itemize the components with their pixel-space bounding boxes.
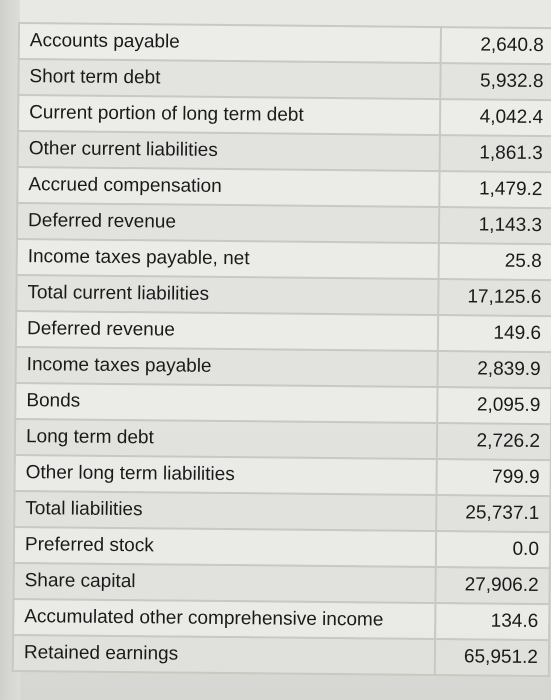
- row-label: Accrued compensation: [17, 167, 440, 208]
- row-label: Deferred revenue: [15, 310, 439, 352]
- row-label: Accounts payable: [18, 23, 441, 64]
- row-label: Deferred revenue: [16, 203, 440, 244]
- table-row: Deferred revenue 1,143.3: [16, 203, 551, 245]
- row-label: Long term debt: [14, 418, 438, 460]
- row-value: 25.8: [438, 243, 551, 281]
- row-value: 2,839.9: [437, 351, 551, 389]
- table-row: Accrued compensation 1,479.2: [17, 167, 551, 209]
- table-row: Accumulated other comprehensive income 1…: [13, 598, 550, 641]
- row-label: Income taxes payable, net: [16, 238, 439, 280]
- row-value: 2,640.8: [440, 27, 551, 65]
- row-label: Bonds: [15, 382, 438, 424]
- table-row: Other long term liabilities 799.9: [14, 454, 551, 497]
- row-value: 2,095.9: [437, 387, 551, 425]
- table-row: Income taxes payable 2,839.9: [15, 346, 551, 389]
- row-value: 134.6: [435, 603, 550, 641]
- row-label: Other long term liabilities: [14, 454, 437, 496]
- row-value: 25,737.1: [436, 495, 551, 533]
- table-row: Share capital 27,906.2: [13, 562, 550, 605]
- table-row: Current portion of long term debt 4,042.…: [17, 95, 551, 137]
- table-row: Retained earnings 65,951.2: [12, 634, 550, 677]
- table-row: Long term debt 2,726.2: [14, 418, 551, 461]
- balance-sheet: Accounts payable 2,640.8 Short term debt…: [12, 22, 551, 677]
- row-value: 799.9: [436, 459, 551, 497]
- table-body: Accounts payable 2,640.8 Short term debt…: [12, 23, 551, 677]
- table-row: Total current liabilities 17,125.6: [16, 274, 551, 317]
- liabilities-table: Accounts payable 2,640.8 Short term debt…: [12, 22, 551, 677]
- row-value: 65,951.2: [434, 639, 550, 677]
- row-label: Retained earnings: [12, 634, 436, 676]
- row-value: 0.0: [435, 531, 551, 569]
- row-value: 1,861.3: [439, 135, 551, 173]
- table-row: Preferred stock 0.0: [13, 526, 551, 569]
- row-label: Short term debt: [18, 59, 441, 100]
- row-value: 27,906.2: [435, 567, 550, 605]
- row-label: Total current liabilities: [16, 274, 439, 316]
- row-label: Total liabilities: [14, 490, 437, 532]
- table-row: Income taxes payable, net 25.8: [16, 238, 551, 281]
- row-value: 1,143.3: [438, 207, 551, 245]
- row-value: 5,932.8: [440, 63, 551, 101]
- row-label: Income taxes payable: [15, 346, 438, 388]
- row-value: 149.6: [437, 315, 551, 353]
- row-label: Share capital: [13, 562, 436, 604]
- table-row: Short term debt 5,932.8: [18, 59, 551, 101]
- table-row: Total liabilities 25,737.1: [14, 490, 551, 533]
- row-value: 1,479.2: [439, 171, 551, 209]
- row-label: Accumulated other comprehensive income: [13, 598, 436, 640]
- row-label: Preferred stock: [13, 526, 437, 568]
- row-value: 2,726.2: [436, 423, 551, 461]
- row-value: 4,042.4: [439, 99, 551, 137]
- table-row: Other current liabilities 1,861.3: [17, 131, 551, 173]
- table-row: Bonds 2,095.9: [15, 382, 551, 425]
- table-row: Accounts payable 2,640.8: [18, 23, 551, 65]
- row-label: Current portion of long term debt: [17, 95, 441, 136]
- table-row: Deferred revenue 149.6: [15, 310, 551, 353]
- row-value: 17,125.6: [438, 279, 551, 317]
- row-label: Other current liabilities: [17, 131, 440, 172]
